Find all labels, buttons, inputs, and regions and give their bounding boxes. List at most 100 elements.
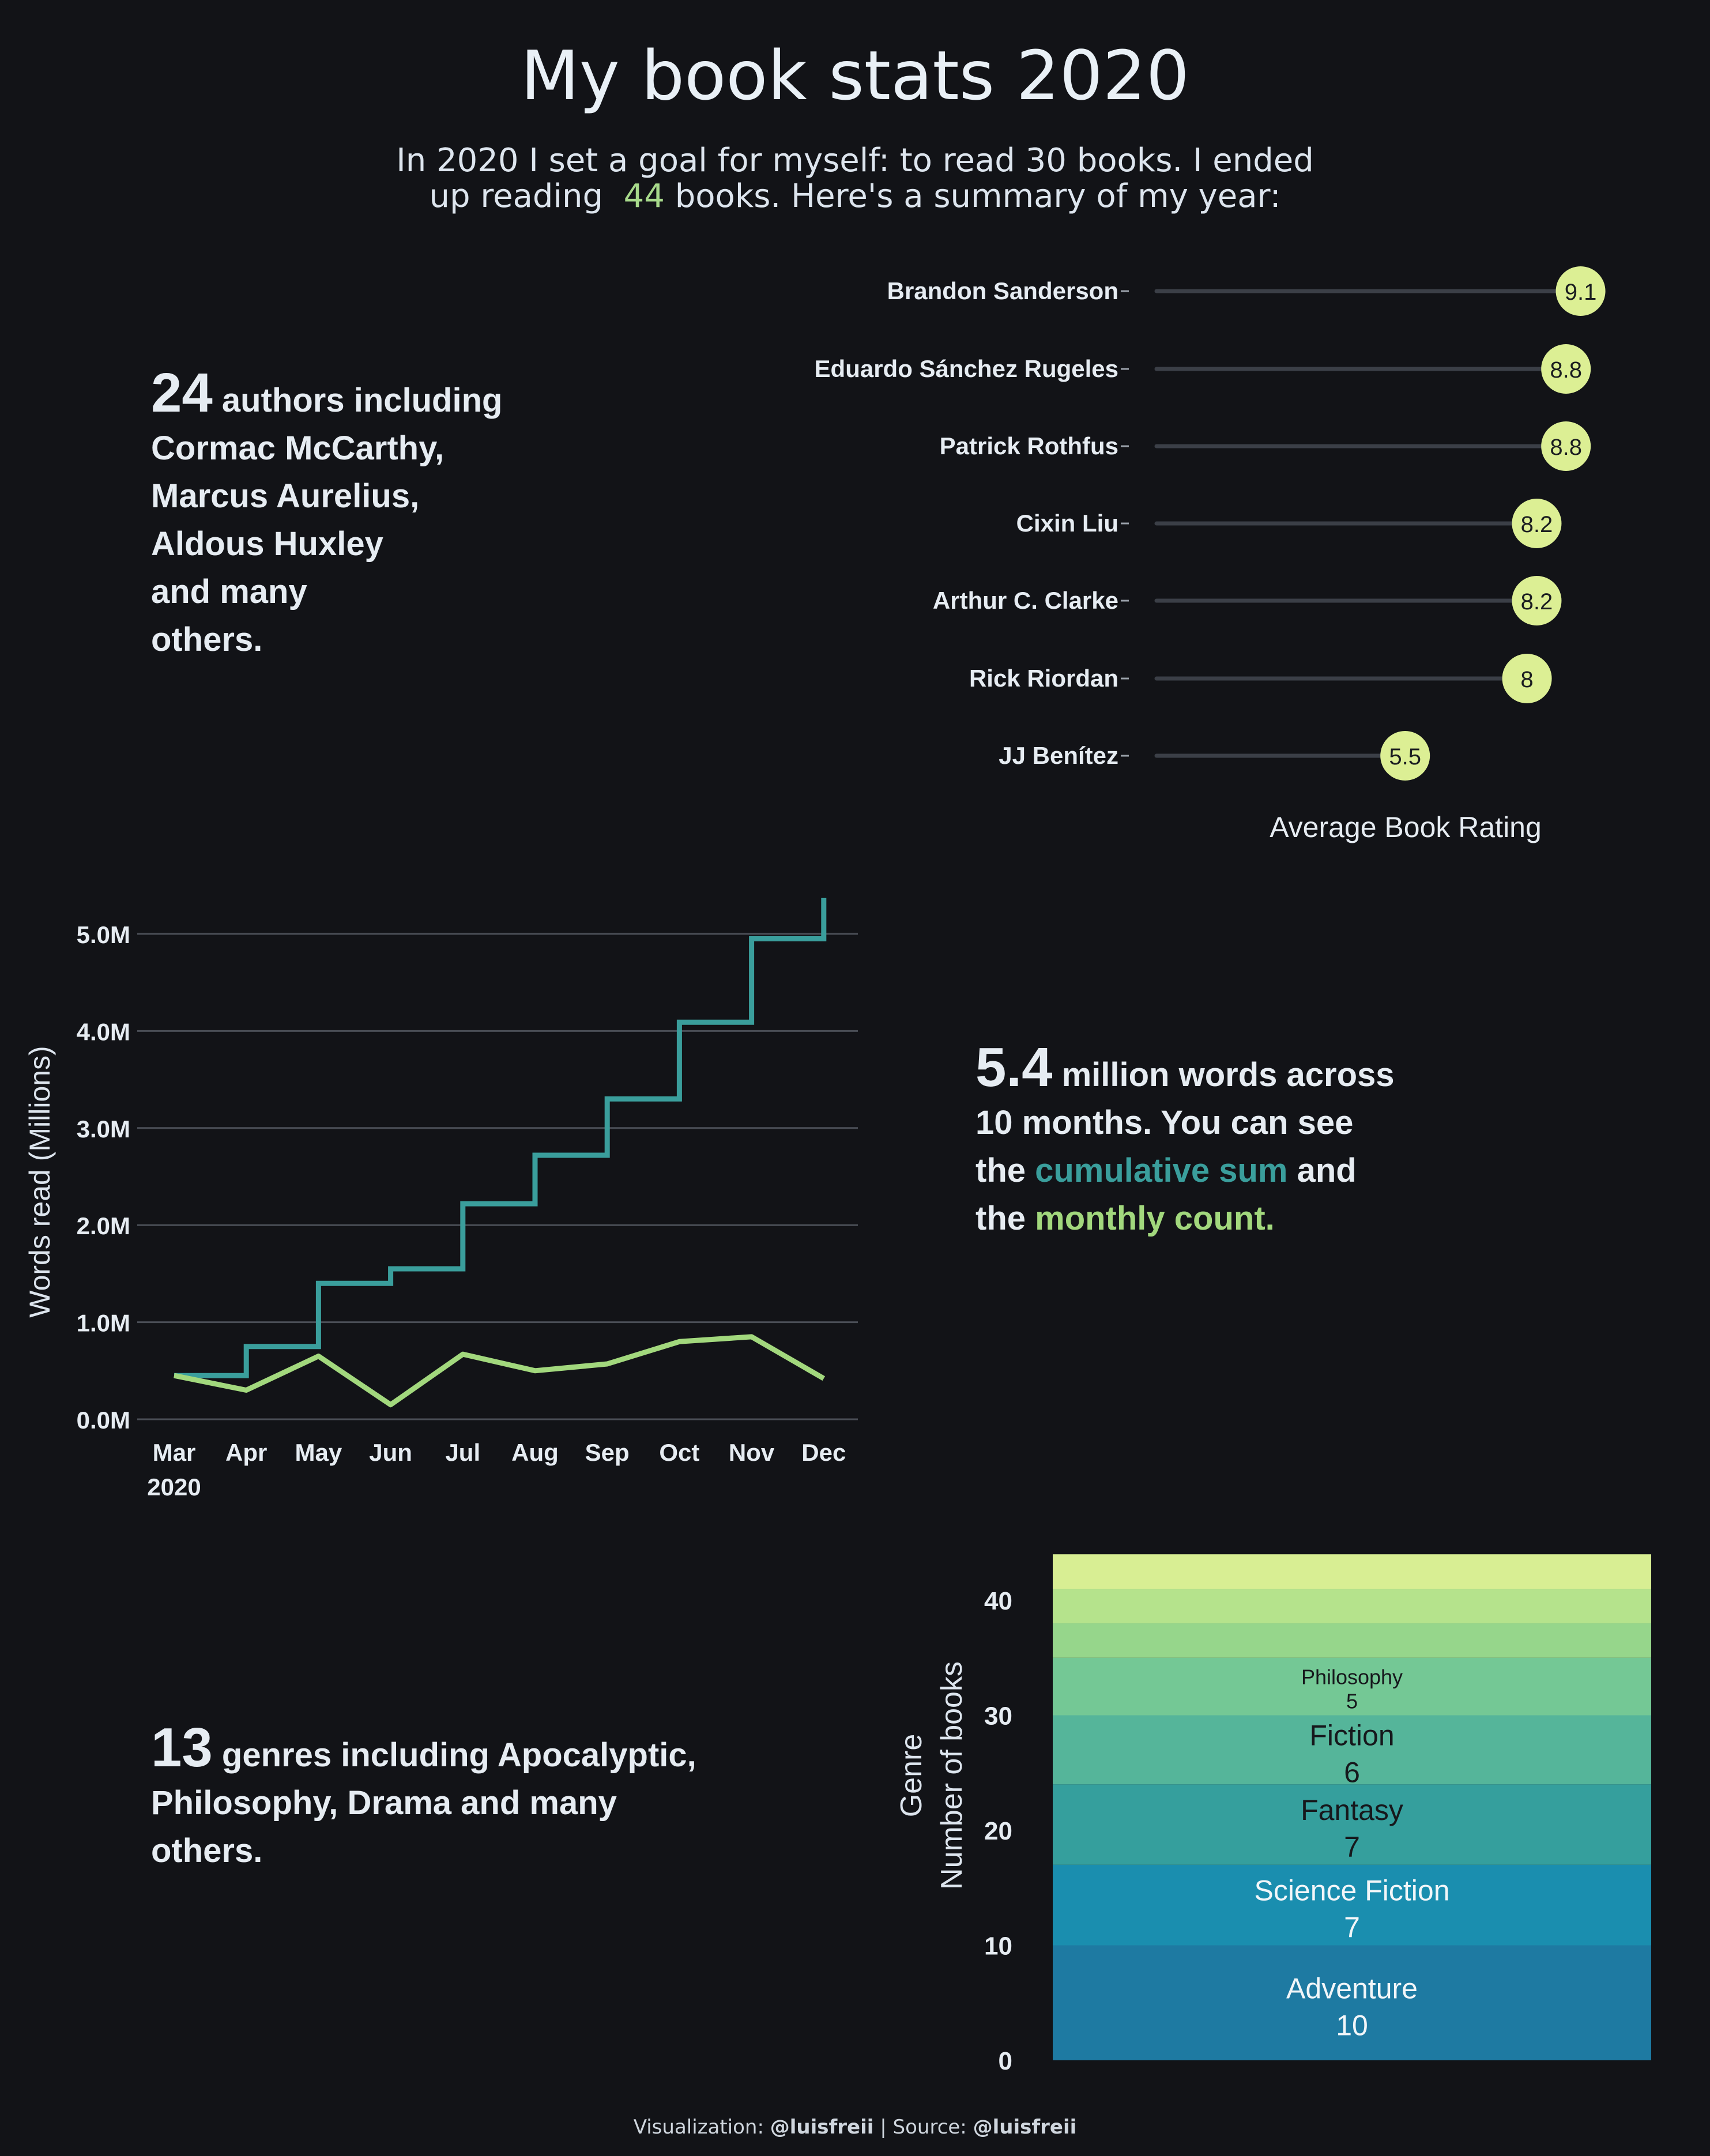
words-stat-line-4-pre: the [975, 1200, 1026, 1237]
rating-dot [1512, 576, 1562, 625]
genre-segment-name: Adventure [1286, 1972, 1418, 2004]
genre-segment [1053, 1864, 1651, 1946]
footer-viz-handle[interactable]: @luisfreii [770, 2116, 874, 2139]
rating-author-label: Cixin Liu [1016, 510, 1118, 537]
intro-line-2-pre: up reading [429, 178, 604, 215]
genres-stat-line-2: Philosophy, Drama and many [151, 1784, 617, 1822]
intro-text: In 2020 I set a goal for myself: to read… [0, 143, 1710, 214]
x-tick-label: Dec [801, 1439, 846, 1466]
rating-author-label: Eduardo Sánchez Rugeles [815, 355, 1118, 382]
x-tick-label: Apr [225, 1439, 267, 1466]
genre-segment [1053, 1784, 1651, 1865]
footer-separator: | [880, 2116, 887, 2139]
rating-author-label: Arthur C. Clarke [933, 587, 1118, 614]
rating-dot [1555, 266, 1606, 316]
genre-segment [1053, 1657, 1651, 1716]
y-axis-title: Words read (Millions) [24, 1046, 56, 1317]
words-stat-line-3-post: and [1297, 1152, 1357, 1189]
rating-value-label: 9.1 [1565, 280, 1597, 305]
authors-line: Cormac McCarthy, [151, 429, 445, 467]
rating-value-label: 8 [1520, 667, 1533, 692]
genre-segment-name: Science Fiction [1254, 1875, 1449, 1907]
author-rating-chart: Brandon Sanderson 9.1 Eduardo Sánchez Ruge… [815, 266, 1606, 843]
y-tick-label: 10 [984, 1932, 1012, 1961]
genre-segment [1053, 1554, 1651, 1589]
genre-segment-value: 5 [1346, 1690, 1358, 1713]
y-tick-label: 20 [984, 1817, 1012, 1845]
genre-segment-value: 6 [1344, 1756, 1360, 1788]
authors-stat: 24 authors including Cormac McCarthy, Ma… [151, 365, 503, 664]
rating-value-label: 8.8 [1550, 357, 1582, 383]
x-tick-label: Oct [659, 1439, 699, 1466]
x-year-label: 2020 [147, 1473, 201, 1501]
genres-stat-line-3: others. [151, 1832, 263, 1869]
genre-stacked-bar-chart: 0 10 20 30 40 Genre Number of books Adventure 10… [895, 1554, 1651, 2075]
authors-line: Marcus Aurelius, [151, 477, 420, 515]
footer-source-handle[interactable]: @luisfreii [973, 2116, 1077, 2139]
words-stat-line-3-pre: the [975, 1152, 1026, 1189]
genre-segment [1053, 1715, 1651, 1785]
rating-author-label: Rick Riordan [969, 665, 1118, 692]
rating-author-label: Patrick Rothfus [940, 432, 1118, 459]
y-tick-label: 5.0M [77, 921, 130, 948]
words-stat: 5.4 million words across 10 months. You … [975, 1040, 1395, 1242]
y-tick-label: 2.0M [77, 1212, 130, 1239]
cumulative-sum-highlight: cumulative sum [1035, 1152, 1288, 1189]
rating-dot [1512, 499, 1562, 548]
footer-source-label: Source: [892, 2116, 967, 2139]
cumulative-series-line [174, 898, 827, 1378]
x-tick-label: Mar [153, 1439, 196, 1466]
y-tick-label: 0.0M [77, 1407, 130, 1434]
genre-segment-name: Philosophy [1301, 1665, 1403, 1689]
y-tick-label: 30 [984, 1702, 1012, 1731]
rating-axis-title: Average Book Rating [1270, 811, 1542, 843]
footer-credits: Visualization: @luisfreii | Source: @lui… [0, 2116, 1710, 2139]
authors-line: others. [151, 621, 263, 658]
rating-value-label: 5.5 [1389, 744, 1421, 770]
x-tick-label: Jun [369, 1439, 412, 1466]
words-stat-text: million words across [1061, 1056, 1395, 1094]
genres-count: 13 [151, 1717, 213, 1778]
rating-dot [1380, 731, 1430, 781]
genre-segment [1053, 1589, 1651, 1623]
words-stat-line-3: the cumulative sum and [975, 1147, 1395, 1194]
y-tick-label: 4.0M [77, 1018, 130, 1045]
x-tick-label: Jul [445, 1439, 480, 1466]
footer-viz-label: Visualization: [633, 2116, 764, 2139]
x-tick-label: Aug [511, 1439, 559, 1466]
y-axis-title-genre: Genre [895, 1734, 928, 1818]
monthly-series-line [174, 1334, 826, 1408]
genre-segment [1053, 1945, 1651, 2060]
y-tick-label: 3.0M [77, 1115, 130, 1143]
monthly-count-highlight: monthly count. [1035, 1200, 1275, 1237]
authors-line: and many [151, 573, 307, 610]
rating-dot [1541, 421, 1591, 471]
words-read-chart: 0.0M 1.0M 2.0M 3.0M 4.0M 5.0M Mar Apr May Jun Jul A… [24, 898, 858, 1501]
y-tick-label: 1.0M [77, 1310, 130, 1337]
intro-line-2: up reading 44 books. Here's a summary of… [0, 179, 1710, 214]
rating-author-label: JJ Benítez [999, 742, 1118, 769]
y-tick-label: 0 [999, 2047, 1012, 2075]
x-tick-label: Sep [585, 1439, 630, 1466]
genres-stat-text: genres including Apocalyptic, [221, 1736, 696, 1774]
rating-value-label: 8.2 [1521, 589, 1553, 615]
genre-segment-value: 7 [1344, 1912, 1360, 1944]
genre-segment-value: 7 [1344, 1831, 1360, 1863]
page-title: My book stats 2020 [521, 36, 1189, 115]
words-count: 5.4 [975, 1036, 1053, 1098]
authors-count: 24 [151, 362, 213, 424]
authors-stat-text: authors including [221, 382, 503, 419]
books-read-count: 44 [623, 178, 665, 215]
x-tick-label: Nov [729, 1439, 775, 1466]
genre-segment-value: 10 [1336, 2009, 1368, 2041]
rating-author-label: Brandon Sanderson [887, 277, 1118, 304]
intro-line-2-post: books. Here's a summary of my year: [675, 178, 1281, 215]
rating-value-label: 8.2 [1521, 512, 1553, 537]
rating-dot [1541, 344, 1591, 394]
words-stat-line-4: the monthly count. [975, 1194, 1395, 1242]
genre-segment-name: Fiction [1309, 1719, 1394, 1751]
genre-segment-name: Fantasy [1301, 1794, 1403, 1826]
x-tick-label: May [295, 1439, 342, 1466]
genre-segment [1053, 1623, 1651, 1658]
